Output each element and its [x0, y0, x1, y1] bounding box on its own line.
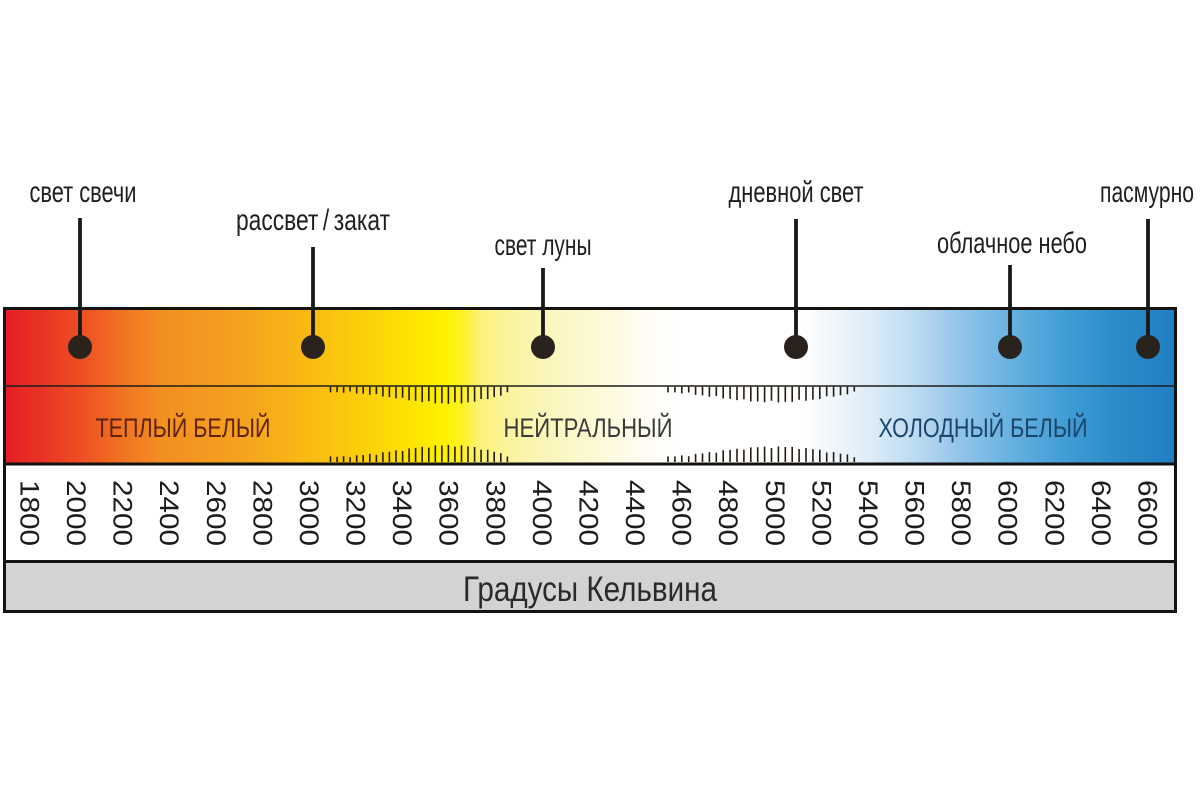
svg-text:4000: 4000 — [527, 480, 557, 546]
svg-text:рассвет / закат: рассвет / закат — [236, 204, 390, 237]
svg-text:5000: 5000 — [760, 480, 790, 546]
svg-text:2800: 2800 — [247, 480, 277, 546]
svg-text:5800: 5800 — [946, 480, 976, 546]
svg-text:2000: 2000 — [61, 480, 91, 546]
svg-text:3400: 3400 — [387, 480, 417, 546]
svg-text:3000: 3000 — [294, 480, 324, 546]
svg-text:4200: 4200 — [574, 480, 604, 546]
svg-text:5200: 5200 — [806, 480, 836, 546]
svg-text:облачное небо: облачное небо — [937, 227, 1087, 260]
svg-text:2600: 2600 — [201, 480, 231, 546]
svg-text:3600: 3600 — [434, 480, 464, 546]
svg-text:4400: 4400 — [620, 480, 650, 546]
svg-text:ТЕПЛЫЙ БЕЛЫЙ: ТЕПЛЫЙ БЕЛЫЙ — [96, 412, 271, 443]
svg-text:4600: 4600 — [667, 480, 697, 546]
svg-text:6400: 6400 — [1086, 480, 1116, 546]
svg-text:Градусы Кельвина: Градусы Кельвина — [463, 570, 717, 609]
svg-text:свет луны: свет луны — [495, 229, 592, 262]
svg-text:НЕЙТРАЛЬНЫЙ: НЕЙТРАЛЬНЫЙ — [504, 412, 673, 443]
svg-text:2200: 2200 — [108, 480, 138, 546]
svg-text:5400: 5400 — [853, 480, 883, 546]
svg-text:5600: 5600 — [900, 480, 930, 546]
svg-text:6200: 6200 — [1039, 480, 1069, 546]
svg-text:2400: 2400 — [154, 480, 184, 546]
svg-text:дневной свет: дневной свет — [729, 176, 864, 209]
svg-text:6000: 6000 — [993, 480, 1023, 546]
svg-text:ХОЛОДНЫЙ БЕЛЫЙ: ХОЛОДНЫЙ БЕЛЫЙ — [879, 412, 1088, 443]
svg-text:6600: 6600 — [1132, 480, 1162, 546]
svg-text:пасмурно: пасмурно — [1100, 176, 1194, 209]
svg-text:4800: 4800 — [713, 480, 743, 546]
svg-text:1800: 1800 — [15, 480, 45, 546]
svg-text:свет свечи: свет свечи — [30, 176, 137, 209]
svg-text:3800: 3800 — [480, 480, 510, 546]
svg-text:3200: 3200 — [341, 480, 371, 546]
